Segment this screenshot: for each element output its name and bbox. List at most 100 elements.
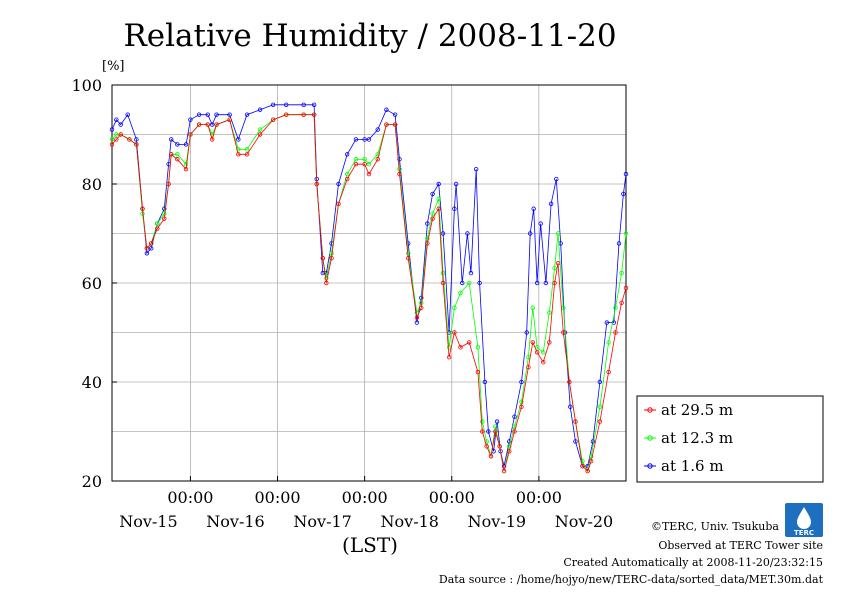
- data-point: [561, 330, 566, 335]
- legend-marker: [647, 407, 653, 413]
- data-point: [488, 454, 494, 459]
- data-point: [118, 122, 123, 127]
- data-point: [473, 166, 479, 172]
- legend-marker: [647, 463, 653, 469]
- data-point: [384, 122, 389, 127]
- data-point: [175, 152, 180, 157]
- data-point: [270, 102, 276, 107]
- data-point: [375, 127, 380, 132]
- y-tick-label: 100: [71, 76, 102, 95]
- x-axis-label: (LST): [342, 533, 398, 557]
- data-point: [519, 399, 524, 404]
- data-point: [460, 280, 465, 286]
- data-point: [366, 171, 372, 177]
- data-point: [109, 137, 115, 142]
- data-point: [257, 107, 263, 112]
- data-point: [162, 216, 167, 221]
- series-at-29-5-m: [109, 112, 629, 474]
- data-point: [555, 231, 561, 236]
- data-point: [125, 112, 130, 117]
- data-point: [144, 246, 150, 251]
- data-point: [375, 152, 380, 157]
- data-point: [175, 157, 180, 162]
- data-point: [458, 345, 463, 350]
- data-point: [109, 142, 115, 147]
- data-point: [568, 404, 573, 409]
- data-point: [623, 231, 629, 236]
- data-point: [590, 439, 596, 444]
- data-point: [552, 265, 557, 271]
- legend-label: at 29.5 m: [661, 401, 733, 419]
- data-point: [155, 221, 160, 226]
- data-point: [205, 122, 211, 127]
- data-point: [362, 137, 367, 142]
- data-point: [314, 181, 319, 187]
- data-point: [440, 231, 446, 236]
- data-point: [236, 147, 241, 152]
- data-point: [257, 127, 263, 132]
- data-point: [214, 122, 219, 127]
- data-point: [169, 152, 174, 157]
- data-point: [188, 117, 193, 122]
- data-point: [324, 275, 329, 281]
- data-point: [140, 206, 145, 211]
- data-point: [353, 157, 359, 162]
- y-axis: 20 40 60 80 100: [71, 76, 117, 491]
- x-axis: 00:00 Nov-15 00:00 Nov-16 00:00 Nov-17 00:00 No…: [119, 476, 627, 531]
- terc-logo: TERC: [785, 503, 823, 537]
- data-point: [175, 142, 180, 147]
- data-point: [329, 256, 334, 261]
- x-tick-time-label: 00:00: [429, 488, 475, 507]
- data-point: [573, 419, 578, 424]
- data-point: [547, 310, 552, 315]
- data-point: [604, 320, 610, 325]
- data-point: [183, 166, 189, 172]
- data-point: [183, 142, 189, 147]
- data-point: [530, 305, 535, 310]
- data-point: [493, 424, 498, 429]
- y-tick-label: 20: [82, 472, 102, 491]
- legend-label: at 12.3 m: [661, 429, 733, 447]
- data-point: [621, 191, 626, 197]
- data-point: [597, 419, 603, 424]
- data-point: [227, 112, 232, 117]
- data-point: [375, 157, 380, 162]
- data-point: [623, 171, 629, 177]
- data-point: [155, 226, 160, 231]
- data-point: [597, 404, 603, 409]
- data-point: [366, 137, 372, 142]
- data-point: [436, 206, 441, 211]
- data-point: [453, 181, 459, 187]
- data-point: [554, 176, 559, 182]
- x-tick-time-label: 00:00: [167, 488, 213, 507]
- x-tick-date-label: Nov-19: [468, 512, 526, 531]
- data-point: [397, 171, 402, 177]
- data-point: [580, 459, 585, 464]
- data-point: [616, 241, 622, 246]
- data-point: [134, 142, 139, 147]
- data-point: [440, 280, 446, 286]
- data-point: [466, 280, 472, 286]
- source-text: Data source : /home/hojyo/new/TERC-data/…: [439, 573, 824, 586]
- data-point: [392, 122, 398, 127]
- data-point: [166, 181, 171, 187]
- series-at-12-3-m: [109, 112, 629, 474]
- data-point: [484, 444, 489, 449]
- data-point: [345, 152, 350, 157]
- y-tick-label: 80: [82, 175, 102, 194]
- data-point: [512, 429, 517, 434]
- series-line: [111, 104, 627, 467]
- data-point: [162, 211, 167, 216]
- x-tick-date-label: Nov-17: [293, 512, 351, 531]
- data-point: [169, 137, 174, 142]
- data-point: [301, 112, 306, 117]
- data-point: [548, 201, 554, 206]
- data-point: [552, 280, 557, 286]
- data-point: [580, 463, 585, 469]
- data-point: [430, 216, 435, 221]
- copyright-text: ©TERC, Univ. Tsukuba: [651, 520, 779, 533]
- legend: at 29.5 m at 12.3 m at 1.6 m: [636, 395, 824, 483]
- data-point: [613, 330, 618, 335]
- data-point: [507, 444, 512, 449]
